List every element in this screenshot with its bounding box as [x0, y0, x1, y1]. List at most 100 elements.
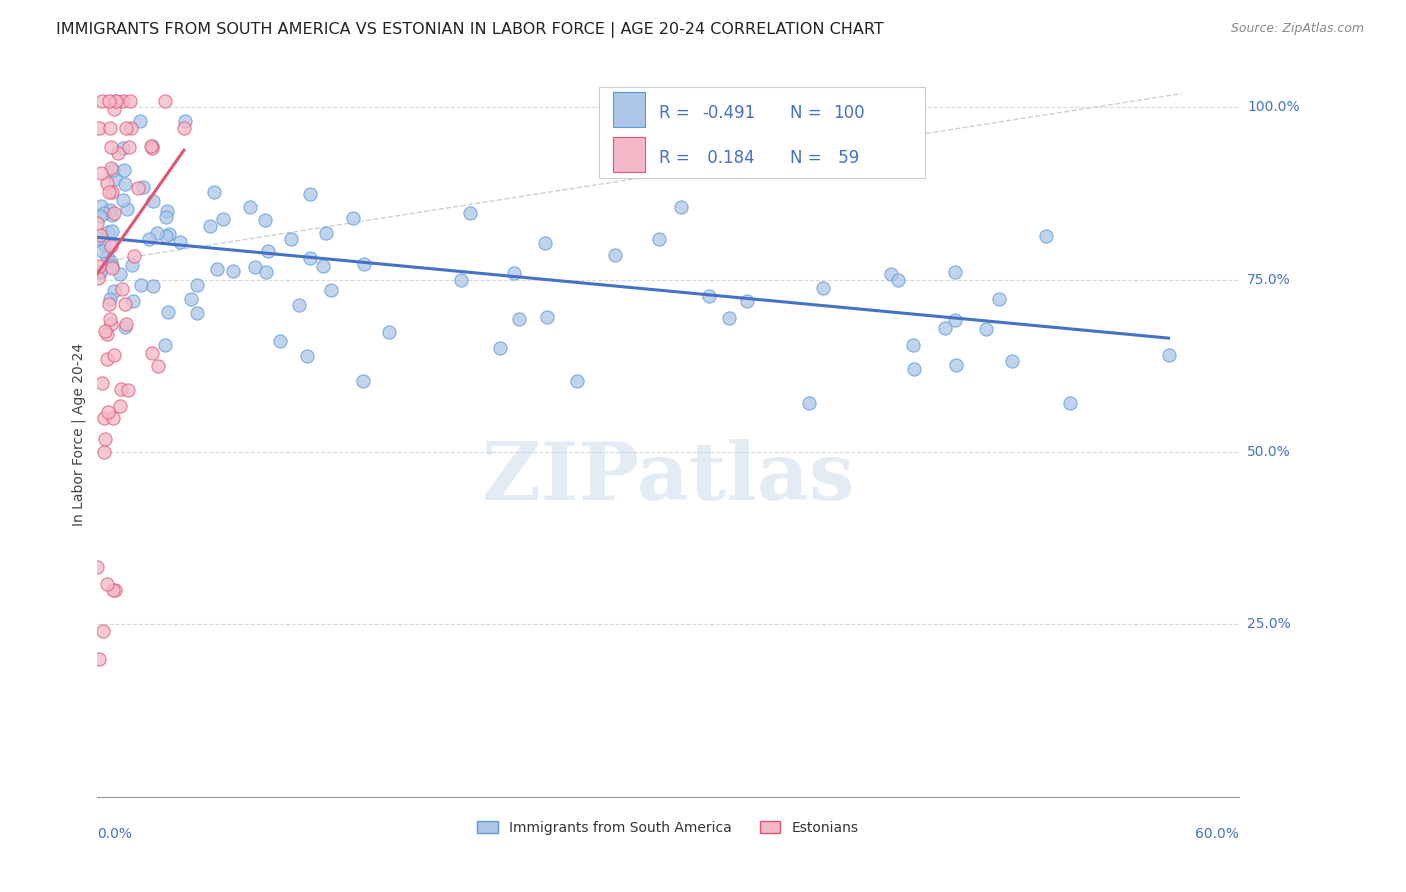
Point [93, 205, 115, 219]
Point [121, 293, 143, 308]
Point [93, 238, 115, 252]
Point [603, 248, 626, 262]
Text: 25.0%: 25.0% [1247, 617, 1291, 632]
Point [254, 265, 277, 279]
Point [141, 345, 163, 359]
Point [98, 185, 121, 199]
Point [87, 271, 110, 285]
Point [108, 268, 131, 282]
Point [87, 652, 110, 666]
Text: IMMIGRANTS FROM SOUTH AMERICA VS ESTONIAN IN LABOR FORCE | AGE 20-24 CORRELATION: IMMIGRANTS FROM SOUTH AMERICA VS ESTONIA… [56, 22, 884, 38]
Text: ZIPatlas: ZIPatlas [482, 439, 853, 517]
Point [353, 257, 375, 271]
Point [101, 261, 124, 276]
Text: 60.0%: 60.0% [1195, 827, 1239, 841]
Point [86, 560, 108, 574]
Point [100, 161, 122, 176]
Point [1059, 395, 1081, 409]
Point [89, 265, 111, 279]
Point [1035, 228, 1057, 243]
Point [321, 283, 343, 297]
Point [114, 320, 136, 334]
Point [157, 227, 180, 241]
Point [86, 216, 108, 230]
Point [146, 226, 169, 240]
Point [222, 264, 245, 278]
Point [155, 94, 177, 108]
Point [903, 338, 925, 352]
Point [100, 255, 122, 269]
Point [565, 374, 588, 388]
Point [269, 334, 291, 348]
Point [312, 259, 335, 273]
Point [91, 624, 114, 638]
Point [96, 576, 118, 591]
Point [352, 374, 374, 388]
Point [93, 445, 115, 459]
Point [299, 186, 322, 201]
Point [127, 180, 149, 194]
Point [89, 228, 111, 243]
Point [1001, 354, 1024, 368]
Point [377, 325, 399, 339]
Point [98, 202, 121, 217]
Point [87, 259, 110, 273]
Point [156, 204, 179, 219]
Point [129, 277, 152, 292]
Point [93, 432, 115, 446]
Point [211, 211, 233, 226]
Point [243, 260, 266, 274]
Text: -0.491: -0.491 [702, 103, 755, 122]
Point [90, 199, 112, 213]
Point [536, 310, 558, 324]
Point [103, 284, 125, 298]
Point [141, 141, 163, 155]
Point [101, 208, 124, 222]
Point [87, 121, 110, 136]
Point [117, 140, 139, 154]
Point [139, 139, 162, 153]
Point [114, 297, 136, 311]
Point [458, 205, 481, 219]
Point [534, 235, 557, 250]
Point [202, 185, 225, 199]
Point [502, 266, 524, 280]
Point [934, 321, 956, 335]
Point [880, 267, 903, 281]
Point [648, 232, 671, 246]
Point [173, 114, 195, 128]
Point [107, 145, 129, 160]
Point [138, 232, 160, 246]
Point [91, 94, 114, 108]
Y-axis label: In Labor Force | Age 20-24: In Labor Force | Age 20-24 [72, 343, 86, 526]
Point [98, 312, 121, 326]
Text: R =: R = [658, 103, 695, 122]
Point [98, 121, 121, 136]
Point [887, 273, 910, 287]
Point [142, 278, 165, 293]
Point [98, 292, 121, 306]
Point [115, 121, 138, 136]
Point [186, 306, 208, 320]
Point [101, 582, 124, 597]
Point [103, 163, 125, 178]
Bar [613, 137, 645, 172]
Point [96, 352, 118, 367]
Point [94, 324, 117, 338]
Point [974, 322, 997, 336]
Point [697, 289, 720, 303]
Text: R =: R = [658, 149, 695, 167]
Point [737, 293, 759, 308]
Point [117, 383, 139, 397]
Point [315, 226, 337, 240]
Point [342, 211, 364, 225]
Point [142, 194, 165, 208]
Point [100, 239, 122, 253]
Point [488, 342, 510, 356]
Point [205, 261, 228, 276]
Point [111, 94, 134, 108]
Point [112, 193, 135, 207]
Text: N =: N = [790, 103, 827, 122]
Point [173, 121, 195, 136]
Point [115, 202, 138, 216]
